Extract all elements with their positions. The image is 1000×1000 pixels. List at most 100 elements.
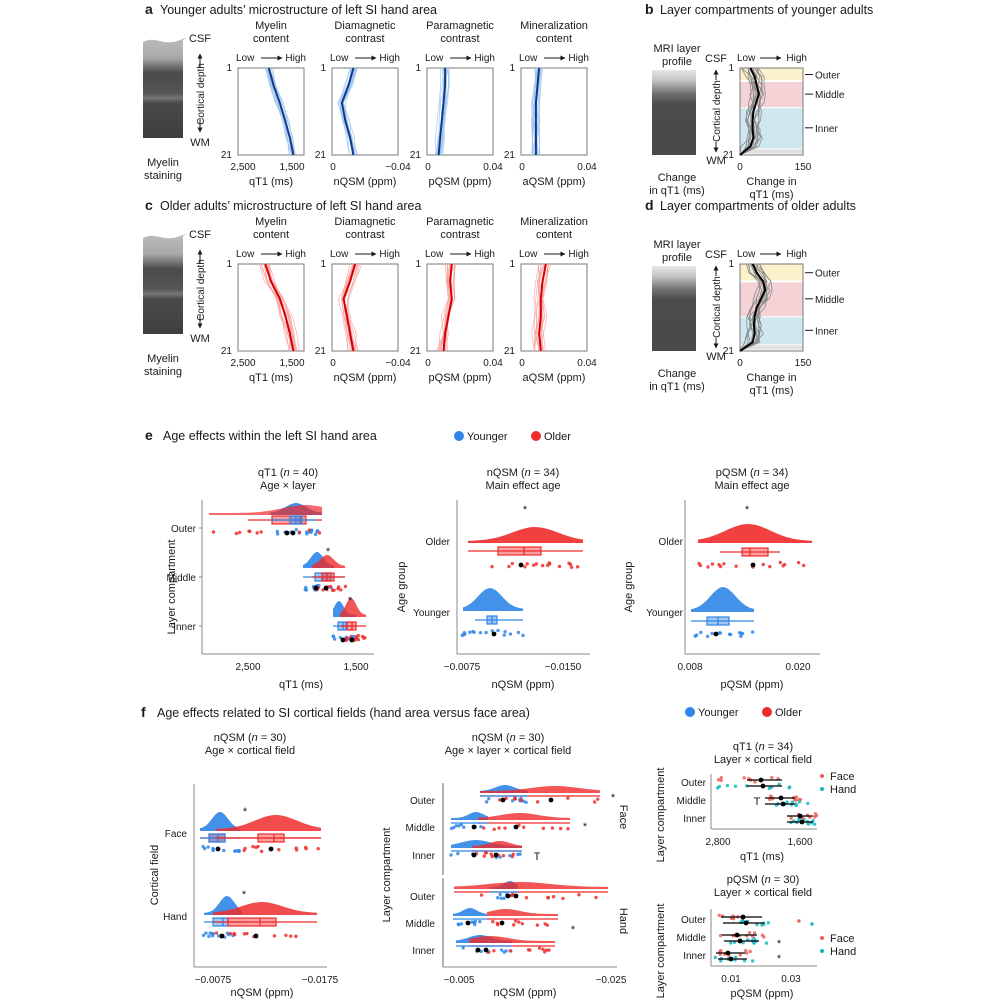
myelin-staining-image: [143, 234, 186, 334]
cortical-depth-label: Cortical depth: [196, 63, 207, 125]
younger-dot: [740, 631, 745, 636]
older-dot: [304, 847, 308, 851]
legend-older-swatch: [531, 431, 541, 441]
face-dot: [719, 775, 723, 780]
y-tick: 21: [723, 346, 735, 357]
plot-frame: [426, 67, 494, 156]
younger-dot: [484, 800, 489, 804]
mean-line: [538, 263, 547, 352]
x-axis-label: qT1 (ms): [740, 851, 784, 863]
younger-dot: [508, 853, 512, 858]
face-dot: [719, 778, 723, 783]
cortical-depth-label: Cortical depth: [196, 259, 207, 321]
face-dot: [738, 953, 742, 957]
y-tick: 21: [504, 346, 516, 357]
hand-dot: [750, 959, 755, 963]
older-dot: [558, 826, 563, 831]
staining-label: staining: [144, 366, 182, 378]
face-dot: [794, 795, 799, 799]
plot-title: qT1 (n = 40): [258, 467, 318, 479]
x-tick: 2,500: [230, 162, 255, 173]
younger-dot: [521, 633, 525, 638]
older-dot: [722, 562, 726, 566]
plot-title: qT1 (n = 34): [733, 741, 793, 753]
plot-subtitle: Age × layer: [260, 480, 316, 492]
younger-dot: [479, 949, 483, 954]
older-dot: [778, 560, 782, 565]
older-dot: [504, 796, 508, 801]
older-cloud: [469, 936, 555, 943]
mean-dot: [734, 932, 740, 938]
older-dot: [211, 530, 216, 534]
older-dot: [254, 845, 258, 850]
older-dot: [491, 919, 495, 924]
high-label: High: [474, 249, 495, 260]
profile-label: profile: [662, 252, 692, 264]
mean-dot: [713, 631, 719, 637]
y-tick: 21: [315, 150, 327, 161]
category-label-inner: Inner: [683, 814, 706, 825]
x-tick: −0.005: [444, 975, 475, 986]
legend-younger-swatch: [454, 431, 464, 441]
mean-line: [739, 263, 767, 352]
older-dot: [512, 923, 516, 927]
significance-star: *: [348, 595, 353, 607]
hand-dot: [777, 782, 781, 786]
high-label: High: [379, 53, 400, 64]
layer-label: Outer: [815, 71, 841, 82]
older-dot: [490, 564, 494, 569]
older-dot: [294, 848, 299, 852]
mean-dot: [499, 920, 505, 926]
older-dot: [288, 934, 293, 938]
category-label-outer: Outer: [410, 892, 436, 903]
panel-letter-e: e: [145, 427, 153, 443]
younger-dot: [462, 825, 466, 829]
younger-dot: [456, 851, 460, 856]
low-label: Low: [737, 53, 756, 64]
face-dot: [789, 816, 793, 820]
older-dot: [511, 852, 516, 856]
category-label-hand: Hand: [163, 912, 187, 923]
category-label-middle: Middle: [677, 933, 707, 944]
subject-line: [348, 263, 363, 352]
x-tick: 0: [330, 162, 336, 173]
category-label-inner: Inner: [412, 946, 435, 957]
y-axis-label: Age group: [396, 562, 408, 613]
older-cloud: [698, 524, 812, 543]
older-dot: [284, 933, 288, 937]
plot-subtitle: Main effect age: [485, 480, 560, 492]
x-tick: 0: [519, 162, 525, 173]
plot-frame: [520, 263, 588, 352]
x-tick: 150: [795, 358, 812, 369]
mri-layer-profile-image: [652, 266, 696, 351]
plot-frame: [426, 263, 494, 352]
older-dot: [248, 529, 252, 534]
x-tick: 0: [425, 358, 431, 369]
legend-face-swatch: [820, 774, 824, 778]
low-label: Low: [425, 53, 444, 64]
hand-dot: [785, 800, 789, 804]
older-dot: [297, 530, 302, 534]
older-box-box: [497, 546, 542, 556]
subject-line: [533, 263, 542, 352]
plot-title: Mineralization: [520, 20, 588, 32]
mean-dot: [743, 920, 749, 926]
older-dot: [801, 563, 806, 568]
face-dot: [752, 931, 757, 935]
x-tick: 2,800: [705, 837, 730, 848]
hand-dot: [810, 922, 814, 926]
change-label: in qT1 (ms): [649, 185, 705, 197]
category-label-middle: Middle: [167, 573, 197, 584]
older-dot: [507, 564, 511, 569]
hand-dot: [797, 800, 802, 804]
plot-title: contrast: [345, 229, 384, 241]
mean-line: [739, 67, 760, 156]
older-dot: [594, 895, 598, 900]
mean-dot: [493, 852, 499, 858]
mean-dot: [349, 637, 355, 643]
x-tick: 0.020: [785, 662, 810, 673]
mean-line: [342, 263, 357, 352]
mean-line: [267, 67, 295, 156]
x-tick: 0: [737, 358, 743, 369]
